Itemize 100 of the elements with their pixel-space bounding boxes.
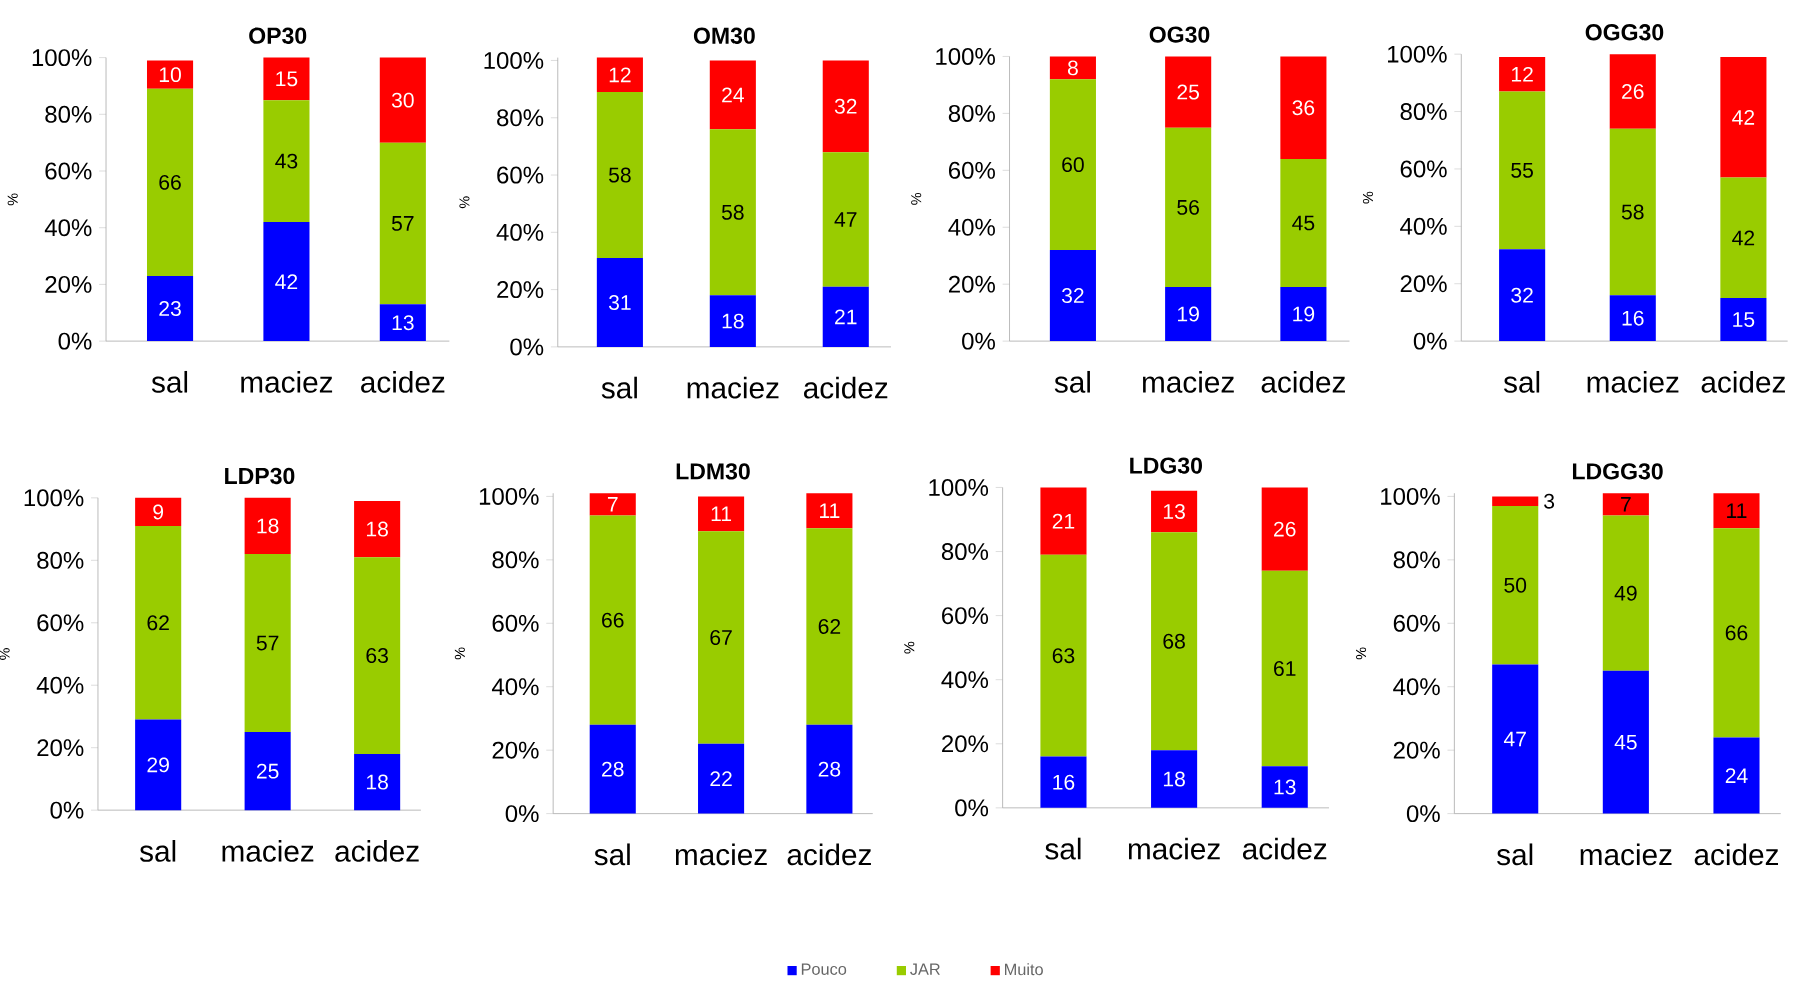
- bar: [822, 286, 869, 347]
- data-label: 11: [711, 506, 732, 522]
- x-tick-label: sal: [594, 843, 630, 866]
- bar: [1040, 756, 1087, 808]
- data-label: 16: [1053, 774, 1075, 790]
- data-label: 42: [1732, 230, 1755, 246]
- bar: [263, 222, 310, 342]
- data-label: 29: [147, 757, 169, 773]
- y-axis-title: %: [911, 192, 922, 205]
- y-tick-label: 20%: [942, 735, 989, 753]
- y-tick-label: 20%: [45, 275, 92, 293]
- bar: [354, 500, 401, 558]
- data-label: 63: [366, 648, 388, 664]
- data-label: 18: [722, 313, 744, 329]
- bar: [354, 557, 401, 754]
- y-tick-label: 20%: [1393, 741, 1440, 759]
- bar: [1602, 670, 1649, 814]
- bar: [1261, 766, 1308, 808]
- y-tick-label: 60%: [948, 161, 995, 179]
- y-tick-label: 60%: [492, 614, 539, 632]
- x-tick-label: maciez: [241, 370, 333, 393]
- data-label: 66: [1725, 625, 1748, 641]
- bar: [1499, 91, 1546, 250]
- data-label: 30: [391, 92, 414, 108]
- data-label: 13: [1163, 504, 1185, 519]
- data-label: 28: [818, 761, 841, 777]
- bar: [709, 129, 756, 296]
- y-tick-label: 80%: [37, 551, 84, 569]
- x-tick-label: sal: [1503, 370, 1540, 393]
- y-tick-label: 80%: [1393, 551, 1440, 569]
- y-tick-label: 0%: [50, 801, 84, 819]
- x-tick-label: maciez: [687, 376, 779, 399]
- bar: [263, 100, 310, 223]
- x-tick-label: maciez: [675, 843, 767, 866]
- data-label: 23: [159, 301, 181, 316]
- x-tick-label: acidez: [1701, 370, 1785, 393]
- y-tick-label: 80%: [492, 551, 539, 569]
- bar: [1609, 128, 1656, 296]
- bar: [1602, 493, 1649, 516]
- y-tick-label: 40%: [44, 219, 92, 237]
- data-label: 47: [834, 212, 857, 227]
- bar: [1280, 158, 1327, 288]
- bar: [1720, 57, 1767, 178]
- bar: [379, 142, 426, 305]
- x-tick-label: acidez: [787, 843, 871, 866]
- data-label: 18: [1163, 771, 1185, 787]
- y-tick-label: 40%: [36, 676, 84, 694]
- data-label: 57: [256, 635, 279, 651]
- bar: [244, 554, 291, 733]
- y-tick-label: 60%: [45, 162, 92, 180]
- data-label: 8: [1067, 60, 1078, 76]
- x-tick-label: sal: [1497, 843, 1533, 866]
- bar: [1280, 56, 1327, 159]
- data-label: 18: [366, 774, 388, 790]
- y-tick-label: 80%: [497, 109, 544, 127]
- bar: [822, 152, 869, 287]
- y-tick-label: 20%: [948, 275, 995, 293]
- x-tick-label: sal: [151, 370, 188, 393]
- data-label: 43: [275, 153, 298, 169]
- y-tick-label: 40%: [1400, 217, 1447, 235]
- y-tick-label: 20%: [1400, 275, 1447, 293]
- data-label: 58: [721, 204, 744, 220]
- x-tick-label: maciez: [1587, 370, 1679, 393]
- data-label: 63: [1052, 648, 1075, 664]
- data-label: 49: [1614, 585, 1637, 601]
- chart-title: LDGG30: [1572, 463, 1663, 480]
- bar: [135, 719, 182, 811]
- data-label: 16: [1622, 310, 1644, 326]
- bar: [147, 275, 194, 342]
- data-label: 67: [710, 630, 732, 646]
- data-label: 28: [602, 761, 624, 777]
- data-label: 58: [608, 167, 631, 183]
- bar: [1602, 515, 1649, 671]
- chart-title: OM30: [693, 27, 755, 44]
- y-tick-label: 20%: [492, 741, 539, 759]
- x-tick-label: sal: [139, 839, 176, 862]
- y-tick-label: 40%: [948, 218, 995, 236]
- data-label: 22: [710, 771, 732, 787]
- x-tick-label: sal: [601, 376, 637, 399]
- chart-title: OP30: [249, 27, 307, 44]
- data-label: 36: [1292, 100, 1315, 116]
- data-label: 15: [276, 71, 298, 87]
- data-label: 3: [1544, 493, 1555, 509]
- y-tick-label: 60%: [1400, 160, 1447, 178]
- bar: [379, 304, 426, 342]
- y-tick-label: 0%: [955, 799, 989, 817]
- bar: [379, 57, 426, 143]
- bar: [1165, 127, 1212, 288]
- data-label: 66: [159, 174, 181, 190]
- y-axis-title: %: [904, 641, 915, 654]
- data-label: 13: [1274, 779, 1296, 795]
- x-tick-label: acidez: [1694, 843, 1779, 866]
- x-tick-label: maciez: [1580, 843, 1672, 866]
- y-tick-label: 0%: [1406, 805, 1440, 823]
- bar: [244, 732, 291, 811]
- bar: [1040, 554, 1087, 757]
- data-label: 15: [1733, 312, 1755, 327]
- bar: [147, 88, 194, 276]
- bar: [1713, 493, 1760, 529]
- x-tick-label: maciez: [222, 839, 314, 862]
